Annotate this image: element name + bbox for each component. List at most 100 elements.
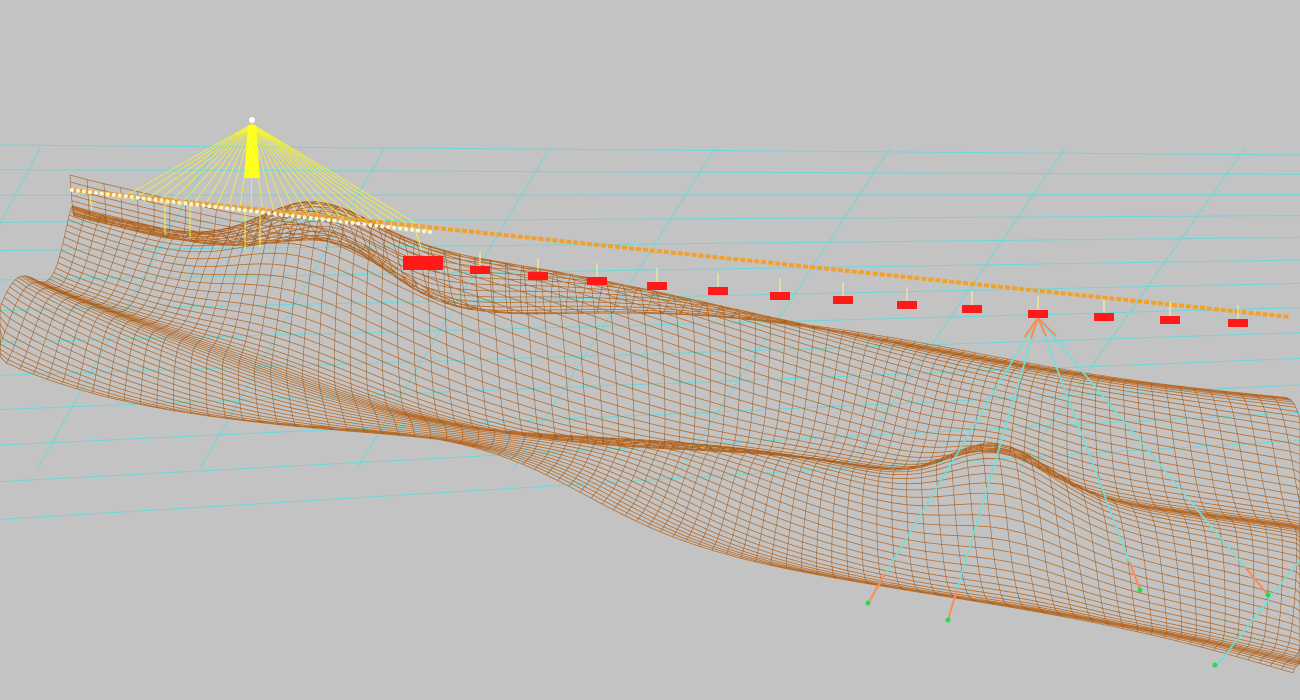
structural-node-icon [404,227,409,232]
structural-node-icon [99,191,104,196]
pier-cap-icon [647,282,667,290]
cable-stay-lines [119,123,431,233]
structural-node-icon [159,198,164,203]
structural-node-icon [249,209,253,213]
structural-node-icon [350,220,355,225]
hanger-line [89,195,93,211]
pier-leg-base [1244,566,1269,596]
pier-cap-icon [587,277,607,285]
pier-cap-icon [1094,313,1114,321]
structural-node-icon [302,215,307,220]
structural-node-icon [344,220,349,225]
pylon-shaft [244,125,260,178]
structural-node-icon [141,196,146,201]
pier-cap-icon [897,301,917,309]
pier-cap-icon [470,266,490,274]
structural-node-icon [338,219,343,224]
bridge-pylon-icon [244,117,260,178]
pier-leg-top [1037,317,1048,337]
structural-node-icon [386,225,391,230]
structural-node-icon [278,212,283,217]
structural-node-icon [398,226,403,231]
structural-node-icon [129,195,134,199]
structural-node-icon [183,201,188,206]
structural-node-icon [153,197,158,202]
structural-node-icon [290,213,295,218]
structural-node-icon [296,214,301,219]
structural-node-icon [422,229,426,234]
pier-leg [1037,317,1141,591]
pier-legs [865,317,1300,669]
structural-node-icon [213,204,218,209]
pier-cap-icon [962,305,982,313]
structural-node-icon [1265,592,1271,598]
pier-leg [947,317,1039,621]
pier-cap-icon [1160,316,1180,324]
structural-node-icon [81,189,86,194]
structural-node-icon [320,217,325,222]
pier-cap-icon [403,256,443,270]
structural-node-icon [117,193,122,198]
terrain-mesh-sections [0,174,1300,673]
structural-node-icon [314,216,319,221]
structural-node-icon [416,228,421,233]
pier-leg [1214,559,1300,669]
structural-node-icon [135,195,140,200]
cable-stays [89,123,431,251]
structural-node-icon [177,200,182,205]
structural-node-icon [165,199,170,204]
structural-node-icon [1212,662,1218,668]
pier-cap-icon [528,272,548,280]
structural-node-icon [123,194,128,199]
hanger-line [414,229,423,251]
structural-node-icon [87,190,92,195]
structural-node-icon [1137,587,1143,593]
terrain-mesh [0,174,1300,674]
pier-cap-icon [708,287,728,295]
pier-cap-icon [1228,319,1248,327]
pier-caps [403,252,1248,327]
deck-girder [71,188,1291,319]
pier-leg [867,317,1039,604]
structural-node-icon [260,210,265,215]
structural-node-icon [237,207,242,212]
structural-node-icon [219,205,224,210]
structural-node-icon [410,227,415,232]
structural-node-icon [380,224,385,229]
pier-leg-base [1128,562,1141,591]
structural-node-icon [225,206,230,211]
pier-leg-base [947,589,958,621]
structural-node-icon [266,211,271,216]
structural-node-icon [368,223,373,227]
structural-node-icon [201,203,206,208]
structural-node-icon [326,218,331,223]
structural-node-icon [171,199,176,204]
structural-node-icon [93,190,98,195]
structural-node-icon [189,202,194,206]
pier-cap-icon [770,292,790,300]
structural-node-icon [195,202,200,207]
structural-node-icon [308,216,313,220]
structural-node-icon [76,188,80,193]
structural-node-icon [392,225,397,230]
pier-leg [1037,317,1269,596]
structural-node-icon [111,192,116,197]
structural-node-icon [243,208,247,213]
structural-node-icon [332,218,337,223]
pier-leg-top [1029,317,1039,339]
structural-node-icon [255,209,259,214]
structural-node-icon [356,221,361,226]
pylon-top-node [249,117,255,123]
structural-node-icon [945,617,951,623]
pier-cap-icon [833,296,853,304]
structural-node-icon [284,213,289,218]
pier-leg-top [1023,317,1039,338]
structural-node-icon [272,211,277,216]
pier-cap-icon [1028,310,1048,318]
structural-node-icon [865,600,871,606]
bridge-deck [70,188,1291,319]
structural-node-icon [231,206,236,211]
structural-node-icon [70,188,74,192]
